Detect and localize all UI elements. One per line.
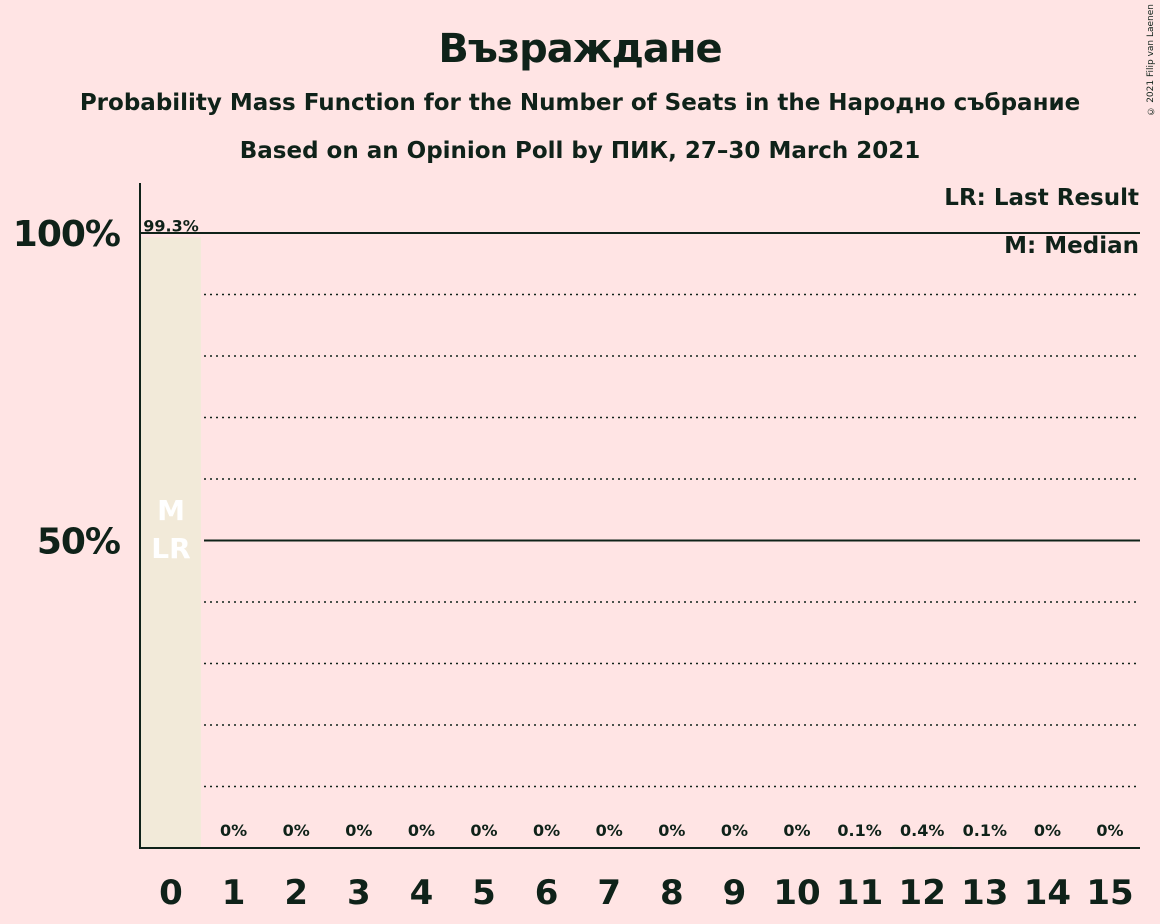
x-tick-label: 0 xyxy=(159,873,183,913)
legend-last-result: LR: Last Result xyxy=(944,185,1139,211)
chart-subtitle: Probability Mass Function for the Number… xyxy=(79,90,1081,116)
data-label: 0% xyxy=(470,821,497,840)
x-tick-label: 10 xyxy=(773,873,820,913)
x-tick-label: 2 xyxy=(284,873,308,913)
data-label: 0% xyxy=(408,821,435,840)
data-label: 0% xyxy=(783,821,810,840)
bar-seat-12 xyxy=(892,845,953,848)
data-label: 0% xyxy=(1034,821,1061,840)
x-tick-label: 6 xyxy=(535,873,559,913)
median-marker: M xyxy=(157,494,185,527)
x-tick-label: 13 xyxy=(961,873,1008,913)
x-tick-label: 3 xyxy=(347,873,371,913)
data-label: 0% xyxy=(345,821,372,840)
data-label: 0% xyxy=(1096,821,1123,840)
data-label: 0.1% xyxy=(963,821,1007,840)
x-tick-label: 12 xyxy=(899,873,946,913)
chart-source-line: Based on an Opinion Poll by ПИК, 27–30 M… xyxy=(239,138,921,164)
data-label: 0% xyxy=(596,821,623,840)
data-label: 0% xyxy=(220,821,247,840)
data-label: 99.3% xyxy=(143,216,199,235)
data-label: 0% xyxy=(283,821,310,840)
data-label: 0% xyxy=(533,821,560,840)
x-tick-label: 4 xyxy=(410,873,434,913)
y-tick-label: 100% xyxy=(13,214,120,255)
last-result-marker: LR xyxy=(151,532,190,565)
x-tick-label: 1 xyxy=(222,873,246,913)
data-label: 0% xyxy=(721,821,748,840)
x-tick-label: 8 xyxy=(660,873,684,913)
data-label: 0.1% xyxy=(837,821,881,840)
x-tick-label: 11 xyxy=(836,873,883,913)
x-tick-label: 5 xyxy=(472,873,496,913)
x-tick-label: 15 xyxy=(1086,873,1133,913)
chart-title: Възраждане xyxy=(438,26,722,72)
x-tick-label: 14 xyxy=(1024,873,1071,913)
y-tick-label: 50% xyxy=(37,522,120,563)
legend-median: M: Median xyxy=(1004,233,1139,259)
bar-seat-0 xyxy=(141,237,201,848)
data-label: 0.4% xyxy=(900,821,944,840)
x-tick-label: 7 xyxy=(597,873,621,913)
x-tick-label: 9 xyxy=(723,873,747,913)
data-label: 0% xyxy=(658,821,685,840)
